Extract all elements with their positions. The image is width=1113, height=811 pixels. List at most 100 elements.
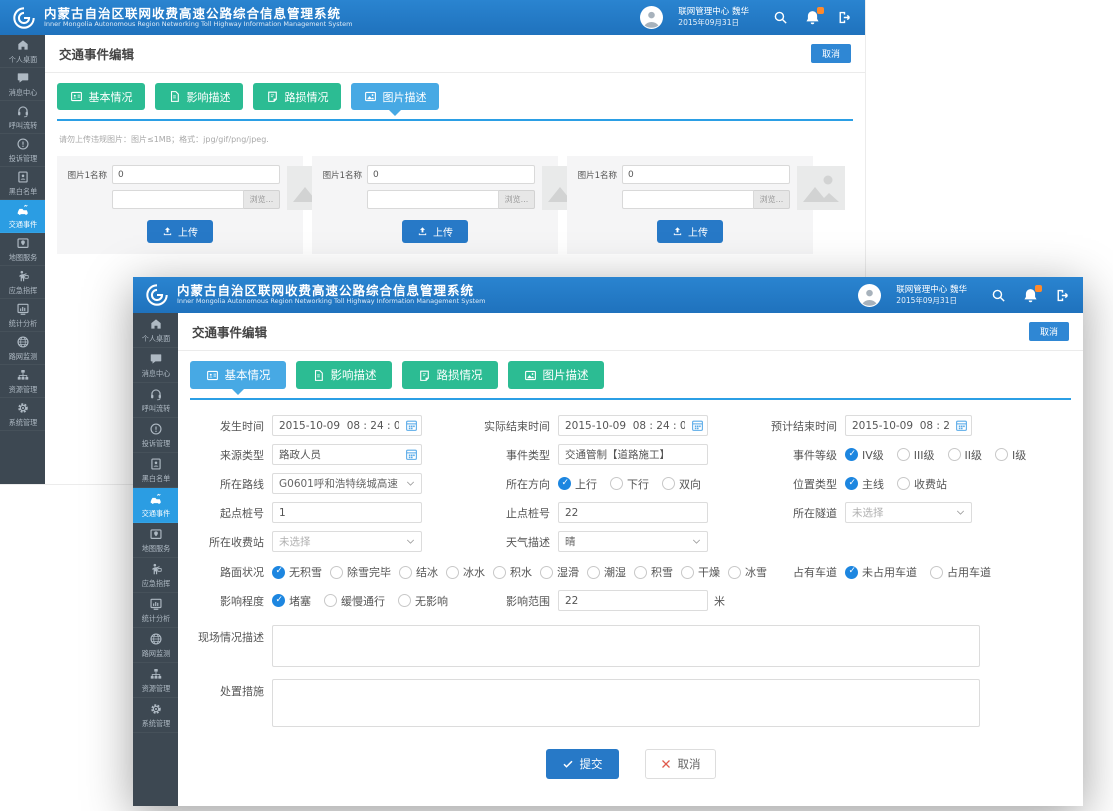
upload-button[interactable]: 上传 [147,220,213,243]
sidebar-item-7[interactable]: 应急指挥 [0,266,45,299]
radio-icon[interactable] [845,448,858,461]
sidebar-item-3[interactable]: 投诉管理 [0,134,45,167]
radio-icon[interactable] [845,565,858,579]
browse-button[interactable]: 浏览... [754,190,790,209]
sidebar-item-8[interactable]: 统计分析 [0,299,45,332]
sidebar-item-7[interactable]: 应急指挥 [133,558,178,593]
radio-icon[interactable] [634,565,647,579]
cancel-button[interactable]: 取消 [644,749,716,779]
tab-2[interactable]: 路损情况 [402,361,498,389]
image-name-input[interactable] [367,165,535,184]
calendar-icon[interactable] [955,419,968,432]
event-level-option-0[interactable]: IV级 [845,447,884,463]
sidebar-item-4[interactable]: 黑白名单 [0,167,45,200]
direction-option-0[interactable]: 上行 [558,476,597,492]
radio-icon[interactable] [681,565,694,579]
tab-2[interactable]: 路损情况 [253,83,341,110]
tab-0[interactable]: 基本情况 [190,361,286,389]
file-path-input[interactable] [622,190,754,209]
road-surface-option-7[interactable]: 积雪 [634,564,673,580]
radio-icon[interactable] [897,477,910,490]
sidebar-item-1[interactable]: 消息中心 [133,348,178,383]
route-select[interactable]: G0601呼和浩特绕城高速 [272,473,422,494]
radio-icon[interactable] [272,594,285,607]
search-icon[interactable] [990,287,1007,304]
toll-station-select[interactable]: 未选择 [272,531,422,552]
sidebar-item-1[interactable]: 消息中心 [0,68,45,101]
road-surface-option-5[interactable]: 湿滑 [540,564,579,580]
disposal-measures-textarea[interactable] [272,679,980,727]
start-stake-input[interactable] [272,502,422,523]
logout-icon[interactable] [836,9,853,26]
sidebar-item-10[interactable]: 资源管理 [0,365,45,398]
radio-icon[interactable] [662,477,675,490]
browse-button[interactable]: 浏览... [499,190,535,209]
radio-icon[interactable] [558,477,571,490]
impact-degree-option-2[interactable]: 无影响 [398,593,448,609]
radio-icon[interactable] [446,565,459,579]
impact-degree-option-1[interactable]: 缓慢通行 [324,593,385,609]
road-surface-option-1[interactable]: 除雪完毕 [330,564,391,580]
road-surface-option-2[interactable]: 结冰 [399,564,438,580]
tab-1[interactable]: 影响描述 [296,361,392,389]
file-path-input[interactable] [367,190,499,209]
file-path-input[interactable] [112,190,244,209]
radio-icon[interactable] [728,565,741,579]
event-level-option-3[interactable]: I级 [995,447,1026,463]
position-type-option-1[interactable]: 收费站 [897,476,947,492]
radio-icon[interactable] [398,594,411,607]
sidebar-item-2[interactable]: 呼叫流转 [0,101,45,134]
radio-icon[interactable] [610,477,623,490]
calendar-icon[interactable] [405,448,418,461]
road-surface-option-4[interactable]: 积水 [493,564,532,580]
sidebar-item-11[interactable]: 系统管理 [0,398,45,431]
tunnel-select[interactable]: 未选择 [845,502,972,523]
event-level-option-1[interactable]: III级 [896,447,935,463]
end-stake-input[interactable] [558,502,708,523]
radio-icon[interactable] [330,565,343,579]
impact-degree-option-0[interactable]: 堵塞 [272,593,311,609]
radio-icon[interactable] [324,594,337,607]
sidebar-item-5[interactable]: 交通事件 [0,200,45,233]
road-surface-option-3[interactable]: 冰水 [446,564,485,580]
search-icon[interactable] [772,9,789,26]
tab-3[interactable]: 图片描述 [508,361,604,389]
sidebar-item-10[interactable]: 资源管理 [133,663,178,698]
sidebar-item-6[interactable]: 地图服务 [0,233,45,266]
cancel-top-button[interactable]: 取消 [1028,322,1069,341]
source-type-input[interactable] [272,444,422,465]
event-type-input[interactable] [558,444,708,465]
lane-occupation-option-0[interactable]: 未占用车道 [845,564,917,580]
upload-button[interactable]: 上传 [657,220,723,243]
sidebar-item-3[interactable]: 投诉管理 [133,418,178,453]
image-name-input[interactable] [622,165,790,184]
road-surface-option-9[interactable]: 冰雪 [728,564,767,580]
road-surface-option-8[interactable]: 干燥 [681,564,720,580]
logout-icon[interactable] [1054,287,1071,304]
sidebar-item-6[interactable]: 地图服务 [133,523,178,558]
sidebar-item-0[interactable]: 个人桌面 [133,313,178,348]
radio-icon[interactable] [272,565,285,579]
radio-icon[interactable] [845,477,858,490]
tab-3[interactable]: 图片描述 [351,83,439,110]
sidebar-item-9[interactable]: 路网监测 [133,628,178,663]
upload-button[interactable]: 上传 [402,220,468,243]
tab-0[interactable]: 基本情况 [57,83,145,110]
sidebar-item-11[interactable]: 系统管理 [133,698,178,733]
radio-icon[interactable] [399,565,412,579]
tab-1[interactable]: 影响描述 [155,83,243,110]
cancel-top-button[interactable]: 取消 [810,44,851,63]
position-type-option-0[interactable]: 主线 [845,476,884,492]
occur-time-input[interactable] [272,415,422,436]
browse-button[interactable]: 浏览... [244,190,280,209]
road-surface-option-6[interactable]: 潮湿 [587,564,626,580]
radio-icon[interactable] [995,448,1009,461]
submit-button[interactable]: 提交 [545,749,619,779]
radio-icon[interactable] [540,565,553,579]
road-surface-option-0[interactable]: 无积雪 [272,564,322,580]
bell-icon[interactable] [1022,287,1039,304]
scene-description-textarea[interactable] [272,625,980,667]
impact-range-input[interactable] [558,590,708,611]
actual-end-time-input[interactable] [558,415,708,436]
calendar-icon[interactable] [405,419,418,432]
